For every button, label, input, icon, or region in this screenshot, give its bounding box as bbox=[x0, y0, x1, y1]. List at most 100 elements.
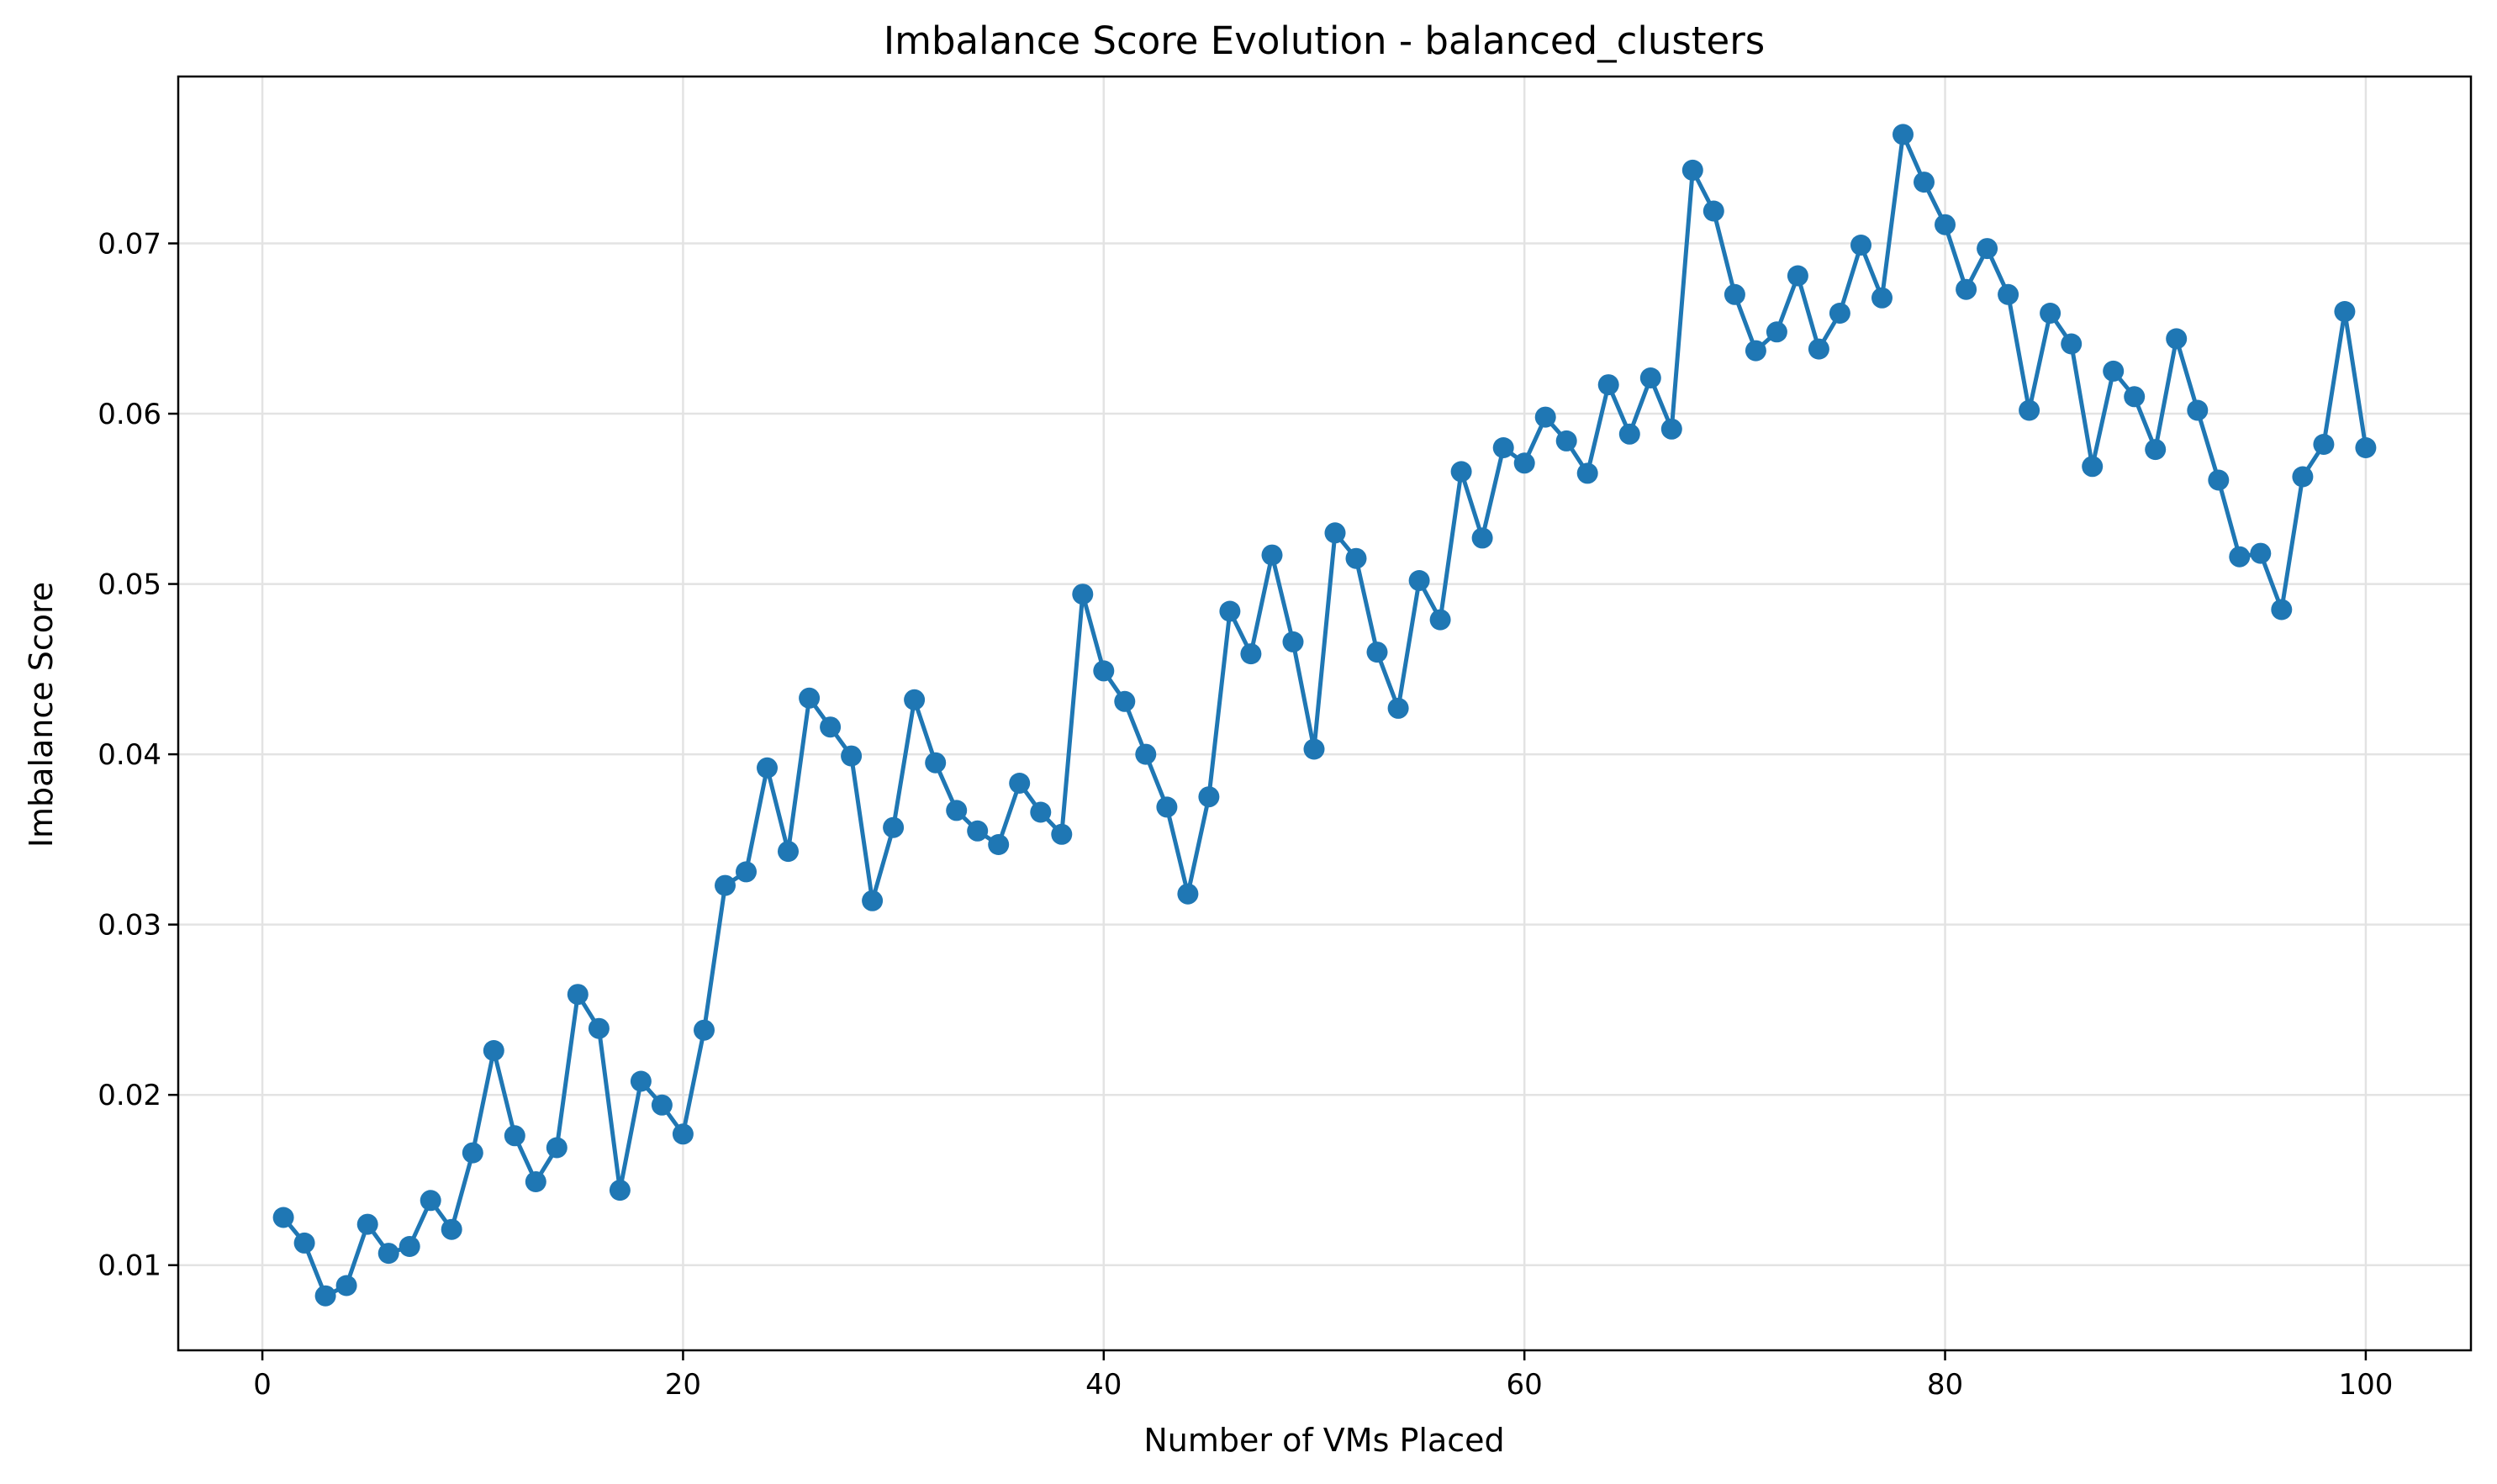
data-point bbox=[1513, 452, 1535, 474]
data-point bbox=[1871, 287, 1893, 309]
y-tick-label: 0.06 bbox=[98, 398, 161, 431]
y-tick-label: 0.07 bbox=[98, 227, 161, 261]
data-point bbox=[1893, 124, 1914, 145]
data-point bbox=[1618, 423, 1640, 445]
data-point bbox=[2229, 546, 2251, 568]
data-point bbox=[630, 1070, 652, 1092]
data-point bbox=[672, 1123, 694, 1145]
data-point bbox=[1977, 238, 1998, 260]
data-point bbox=[1030, 801, 1052, 823]
data-point bbox=[736, 861, 757, 883]
data-point bbox=[2313, 434, 2335, 455]
data-point bbox=[293, 1232, 315, 1254]
data-point bbox=[1303, 738, 1325, 760]
data-point bbox=[483, 1040, 504, 1061]
data-point bbox=[2124, 386, 2146, 408]
y-tick-label: 0.01 bbox=[98, 1249, 161, 1283]
data-point bbox=[1366, 642, 1388, 663]
data-point bbox=[2250, 542, 2272, 564]
data-point bbox=[820, 716, 842, 738]
data-point bbox=[1240, 643, 1262, 665]
data-point bbox=[1576, 462, 1598, 484]
data-point bbox=[2355, 437, 2377, 458]
data-point bbox=[1156, 796, 1178, 818]
data-point bbox=[1998, 283, 2019, 305]
plot-frame bbox=[177, 75, 2473, 1352]
data-point bbox=[1935, 214, 1956, 235]
data-point bbox=[1387, 697, 1409, 719]
y-axis-label: Imbalance Score bbox=[23, 582, 60, 848]
grid bbox=[178, 77, 2471, 1350]
data-point bbox=[2166, 328, 2188, 350]
data-point bbox=[1702, 200, 1724, 222]
data-point bbox=[1009, 773, 1031, 794]
data-point bbox=[862, 890, 884, 911]
x-tick-label: 80 bbox=[1927, 1368, 1963, 1402]
data-point bbox=[1429, 609, 1451, 631]
data-point bbox=[2145, 439, 2167, 461]
data-point bbox=[609, 1180, 631, 1201]
data-point bbox=[1177, 883, 1199, 905]
data-point bbox=[1745, 340, 1766, 362]
data-series bbox=[272, 124, 2377, 1307]
data-point bbox=[1471, 527, 1493, 549]
data-point bbox=[1135, 743, 1157, 765]
data-point bbox=[2208, 469, 2230, 491]
x-tick-label: 40 bbox=[1085, 1368, 1122, 1402]
data-point bbox=[946, 800, 968, 821]
data-point bbox=[799, 687, 821, 709]
data-point bbox=[1261, 544, 1283, 566]
data-point bbox=[1282, 631, 1304, 652]
data-point bbox=[2103, 360, 2125, 382]
data-point bbox=[1914, 172, 1935, 193]
data-point bbox=[1639, 367, 1661, 388]
data-point bbox=[462, 1142, 483, 1164]
data-point bbox=[1766, 321, 1787, 343]
data-point bbox=[420, 1190, 441, 1212]
data-point bbox=[1324, 522, 1346, 544]
data-point bbox=[356, 1213, 378, 1235]
data-point bbox=[2082, 456, 2104, 478]
data-point bbox=[1808, 338, 1829, 360]
data-point bbox=[651, 1094, 673, 1116]
y-tick-label: 0.02 bbox=[98, 1079, 161, 1112]
x-tick-label: 60 bbox=[1507, 1368, 1543, 1402]
y-tick-label: 0.03 bbox=[98, 909, 161, 943]
data-point bbox=[1198, 786, 1220, 808]
data-point bbox=[925, 752, 947, 774]
data-point bbox=[1219, 600, 1241, 622]
data-point bbox=[778, 841, 799, 863]
data-point bbox=[1555, 430, 1577, 452]
y-tick-label: 0.04 bbox=[98, 738, 161, 772]
data-point bbox=[1829, 303, 1850, 324]
data-point bbox=[1534, 406, 1556, 428]
data-point bbox=[377, 1243, 399, 1265]
data-point bbox=[757, 757, 778, 779]
data-point bbox=[2334, 301, 2356, 322]
data-point bbox=[1956, 278, 1977, 300]
data-point bbox=[715, 874, 736, 896]
x-axis-label: Number of VMs Placed bbox=[1143, 1422, 1504, 1459]
data-point bbox=[1408, 570, 1430, 591]
data-point bbox=[335, 1275, 357, 1297]
data-point bbox=[841, 745, 863, 767]
series-line bbox=[282, 132, 2368, 1298]
data-point bbox=[525, 1171, 546, 1192]
data-point bbox=[1724, 283, 1745, 305]
data-point bbox=[988, 834, 1010, 855]
data-point bbox=[883, 816, 905, 838]
data-point bbox=[2271, 599, 2293, 621]
data-point bbox=[2061, 333, 2083, 355]
data-point bbox=[2187, 399, 2209, 421]
data-point bbox=[1450, 461, 1472, 483]
data-point bbox=[546, 1137, 568, 1159]
data-point bbox=[1114, 690, 1136, 712]
x-tick-label: 100 bbox=[2338, 1368, 2393, 1402]
data-point bbox=[2292, 466, 2314, 488]
data-point bbox=[1051, 823, 1073, 845]
y-tick-label: 0.05 bbox=[98, 568, 161, 602]
data-point bbox=[441, 1218, 462, 1240]
x-axis: 0 20 40 60 80 100 bbox=[253, 1350, 2393, 1402]
